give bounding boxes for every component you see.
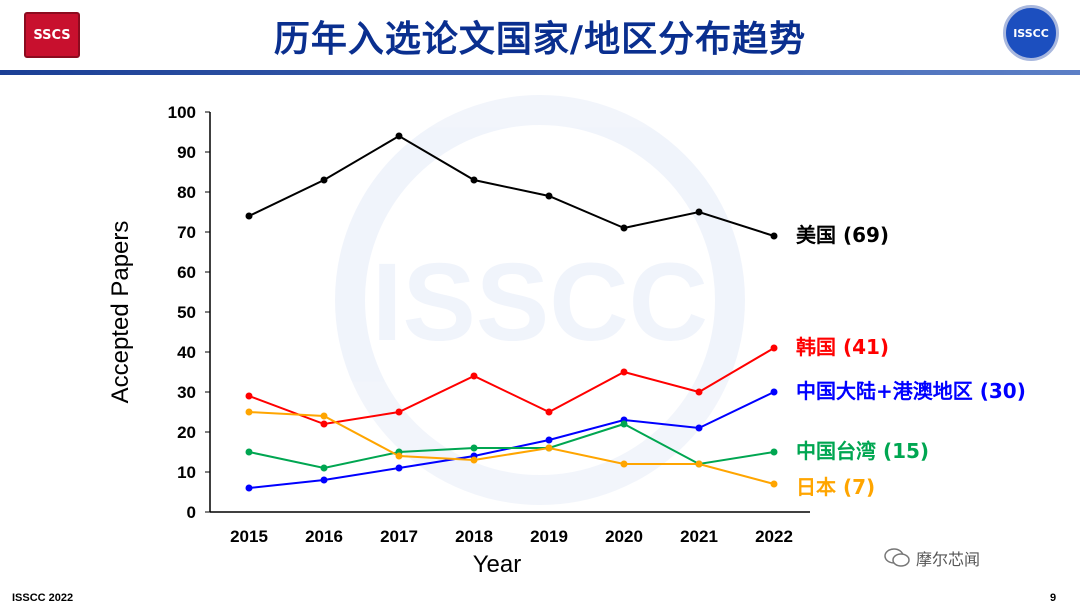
sscs-logo: SSCS [24,12,80,58]
x-tick-label: 2017 [380,527,418,546]
data-point [545,444,553,452]
y-axis-label: Accepted Papers [107,221,134,404]
series-labels: 美国 (69) 韩国 (41) 中国大陆+港澳地区 (30) 中国台湾 (15) 日本 … [796,223,1026,499]
data-point [770,344,778,352]
series-label: 美国 (69) [796,223,889,247]
data-point [320,176,328,184]
svg-text:ISSCC: ISSCC [372,241,708,364]
data-point [470,372,478,380]
data-point [695,388,703,396]
isscc-logo: ISSCC [1003,5,1059,61]
y-tick-label: 20 [177,423,196,442]
y-tick-label: 90 [177,143,196,162]
y-tick-label: 80 [177,183,196,202]
x-tick-label: 2018 [455,527,493,546]
data-point [695,208,703,216]
data-point [620,460,628,468]
data-point [545,192,553,200]
x-tick-label: 2016 [305,527,343,546]
data-point [245,408,253,416]
data-point [245,484,253,492]
y-tick-label: 40 [177,343,196,362]
data-point [695,460,703,468]
data-point [545,436,553,444]
series-lines [248,134,775,489]
data-point [770,448,778,456]
data-point [695,424,703,432]
y-tick-label: 100 [168,103,196,122]
data-point [470,444,478,452]
data-point [770,388,778,396]
data-point [470,176,478,184]
series-label: 中国大陆+港澳地区 (30) [796,379,1026,403]
data-point [245,212,253,220]
y-tick-labels: 0 10 20 30 40 50 60 70 80 90 100 [168,103,210,522]
x-axis-label: Year [473,551,522,578]
wechat-watermark: 摩尔芯闻 [884,546,980,570]
y-tick-label: 70 [177,223,196,242]
data-point [395,452,403,460]
series-line [248,411,775,485]
footer-conference: ISSCC 2022 [12,592,74,604]
x-tick-label: 2021 [680,527,718,546]
data-point [320,464,328,472]
data-point [245,448,253,456]
series-points [245,132,778,492]
background-watermark: ISSCC [335,95,745,505]
data-point [245,392,253,400]
series-line [248,134,775,237]
page-number: 9 [1050,592,1057,604]
data-point [320,476,328,484]
data-point [770,480,778,488]
watermark-text: 摩尔芯闻 [916,550,981,569]
x-tick-label: 2020 [605,527,643,546]
data-point [770,232,778,240]
slide-title: 历年入选论文国家/地区分布趋势 [273,19,807,60]
y-tick-label: 10 [177,463,196,482]
wechat-icon [884,548,910,567]
series-label: 韩国 (41) [796,335,889,359]
y-tick-label: 60 [177,263,196,282]
data-point [620,420,628,428]
header-divider [0,70,1080,75]
y-tick-label: 50 [177,303,196,322]
x-tick-label: 2015 [230,527,268,546]
data-point [620,368,628,376]
x-tick-labels: 2015 2016 2017 2018 2019 2020 2021 2022 [230,527,793,546]
data-point [395,408,403,416]
x-tick-label: 2022 [755,527,793,546]
x-tick-label: 2019 [530,527,568,546]
data-point [320,412,328,420]
series-label: 日本 (7) [796,475,875,499]
series-label: 中国台湾 (15) [796,439,929,463]
data-point [470,456,478,464]
series-line [248,422,775,470]
data-point [395,464,403,472]
data-point [545,408,553,416]
y-tick-label: 0 [187,503,196,522]
data-point [620,224,628,232]
data-point [395,132,403,140]
y-tick-label: 30 [177,383,196,402]
data-point [320,420,328,428]
